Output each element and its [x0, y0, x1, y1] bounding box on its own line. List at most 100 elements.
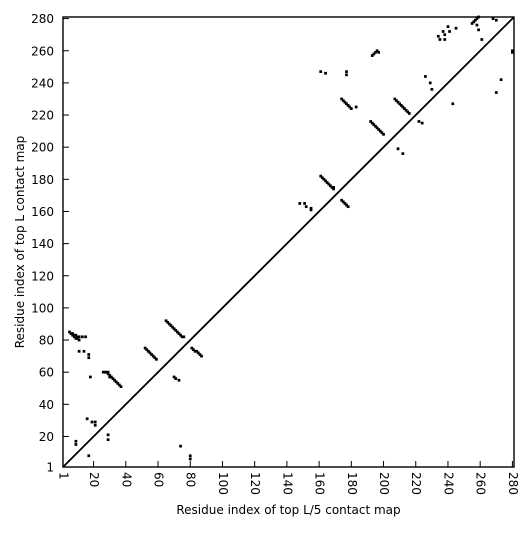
- x-tick-label: 160: [313, 472, 327, 495]
- y-tick-label: 200: [31, 141, 54, 155]
- y-tick-label: 80: [39, 334, 54, 348]
- contact-point: [145, 348, 149, 352]
- diagonal-line: [62, 16, 515, 468]
- y-tick-label: 260: [31, 44, 54, 58]
- contact-point: [113, 378, 116, 382]
- contact-point: [108, 374, 112, 377]
- contact-point: [76, 335, 79, 339]
- contact-point: [304, 205, 308, 209]
- contact-point: [87, 356, 91, 360]
- contact-point: [346, 104, 350, 107]
- contact-point: [345, 203, 348, 207]
- contact-point: [192, 348, 195, 352]
- contact-point: [87, 353, 91, 356]
- contact-point: [74, 443, 78, 446]
- contact-point: [436, 34, 440, 38]
- contact-point: [473, 18, 477, 22]
- contact-point: [147, 349, 150, 353]
- contact-point: [106, 372, 110, 376]
- contact-point: [169, 324, 173, 327]
- contact-point: [103, 370, 107, 374]
- contact-point: [404, 108, 408, 112]
- contact-point: [177, 332, 181, 335]
- contact-point: [377, 50, 381, 54]
- contact-point: [448, 30, 451, 33]
- marks-layer: [68, 15, 514, 461]
- contact-point: [454, 26, 458, 30]
- contact-point: [393, 97, 397, 101]
- contact-point: [188, 457, 192, 461]
- x-tick-label: 220: [409, 472, 423, 495]
- contact-point: [372, 52, 376, 56]
- contact-point: [343, 202, 347, 205]
- x-tick-label: 180: [345, 472, 359, 495]
- contact-point: [109, 375, 113, 379]
- contact-point: [193, 349, 197, 353]
- contact-point: [155, 357, 158, 361]
- contact-point: [195, 349, 199, 353]
- contact-point: [472, 20, 476, 24]
- y-tick-label: 20: [39, 430, 54, 444]
- contact-point: [346, 205, 350, 209]
- contact-point: [370, 54, 374, 57]
- contact-point: [398, 102, 402, 106]
- contact-point: [378, 129, 382, 133]
- contact-point: [180, 335, 184, 339]
- contact-point: [475, 17, 479, 20]
- y-tick-label: 180: [31, 173, 54, 187]
- contact-point: [153, 356, 157, 360]
- contact-point: [345, 70, 348, 74]
- contact-point: [428, 81, 432, 85]
- x-tick-label: 120: [248, 472, 262, 495]
- contact-point: [430, 87, 434, 91]
- contact-point: [182, 335, 186, 339]
- contact-point: [325, 181, 329, 184]
- x-tick-label: 1: [57, 472, 71, 480]
- contact-point: [343, 100, 347, 104]
- contact-point: [119, 385, 123, 389]
- contact-point: [93, 423, 97, 427]
- contact-point: [345, 102, 348, 106]
- contact-point: [345, 73, 348, 77]
- contact-point: [396, 100, 400, 104]
- y-tick-label: 40: [39, 398, 54, 412]
- x-tick-label: 40: [119, 472, 133, 487]
- contact-point: [320, 176, 324, 180]
- contact-point: [399, 104, 403, 107]
- contact-point: [340, 97, 344, 101]
- contact-point: [324, 179, 327, 183]
- contact-point: [164, 319, 168, 323]
- contact-point: [106, 370, 110, 374]
- contact-point: [324, 71, 327, 75]
- contact-point: [327, 182, 331, 186]
- contact-point: [303, 202, 306, 205]
- contact-point: [380, 131, 384, 135]
- contact-point: [480, 38, 484, 41]
- y-tick-label: 220: [31, 109, 54, 123]
- contact-point: [319, 70, 323, 74]
- contact-point: [470, 22, 474, 25]
- contact-point: [494, 18, 498, 22]
- y-tick-label: 120: [31, 269, 54, 283]
- contact-point: [491, 17, 495, 20]
- contact-point: [106, 438, 110, 442]
- contact-point: [370, 121, 374, 125]
- contact-point: [438, 38, 442, 41]
- contact-point: [406, 110, 410, 114]
- contact-point: [477, 28, 480, 32]
- x-tick-label: 140: [280, 472, 294, 495]
- contact-point: [332, 185, 335, 189]
- contact-point: [105, 370, 108, 374]
- contact-point: [330, 185, 334, 189]
- contact-point: [395, 99, 398, 102]
- contact-point: [322, 177, 326, 181]
- x-tick-label: 280: [506, 472, 520, 495]
- contact-point: [179, 444, 182, 448]
- contact-point: [341, 99, 345, 102]
- contact-point: [348, 105, 352, 109]
- contact-point: [101, 370, 105, 374]
- contact-point: [150, 353, 153, 356]
- contact-point: [475, 23, 479, 27]
